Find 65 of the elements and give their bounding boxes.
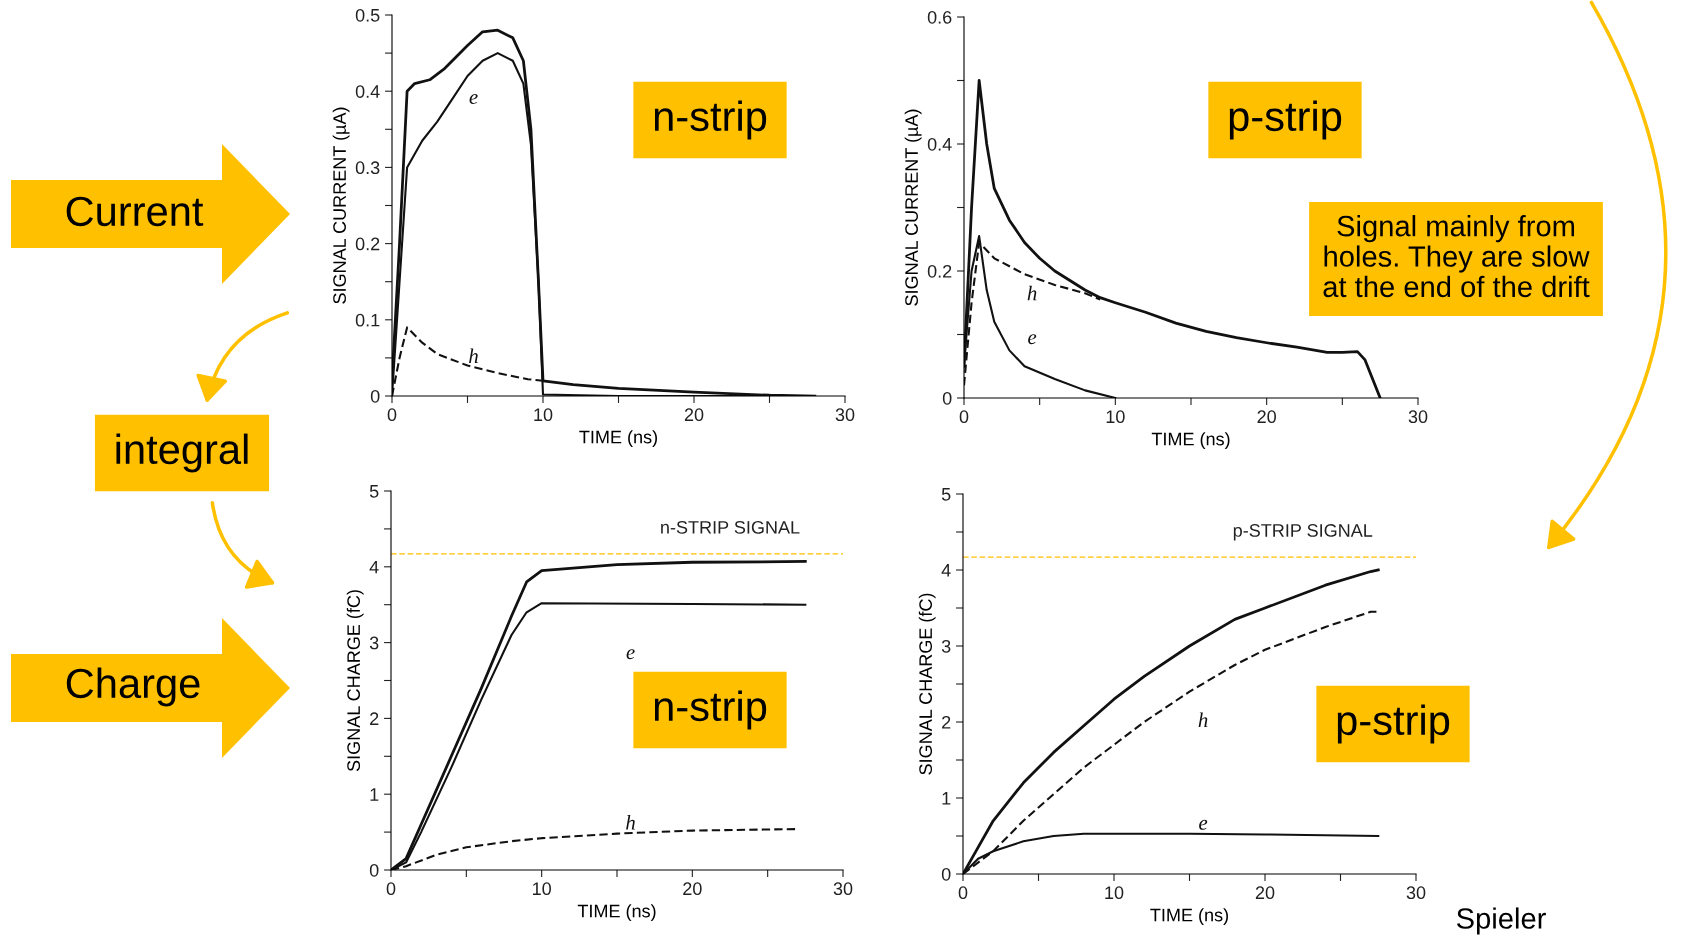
y-tick-label: 1 bbox=[370, 788, 379, 801]
x-tick-label: 0 bbox=[386, 882, 396, 896]
text: p-STRIP SIGNAL bbox=[1233, 524, 1373, 541]
series-label: e bbox=[1199, 819, 1208, 830]
y-tick-label: 0.1 bbox=[355, 313, 380, 327]
y-tick-label: 4 bbox=[941, 564, 951, 577]
x-tick-label: 30 bbox=[833, 882, 853, 896]
series-label: e bbox=[469, 94, 478, 105]
x-tick-label: 10 bbox=[1106, 410, 1125, 424]
x-tick-label: 20 bbox=[1255, 886, 1275, 900]
text: integral bbox=[116, 433, 248, 473]
y-tick-label: 5 bbox=[941, 488, 951, 501]
x-tick-label: 10 bbox=[1105, 886, 1124, 900]
x-axis-title: TIME (ns) bbox=[577, 904, 656, 922]
y-tick-label: 3 bbox=[369, 636, 379, 650]
y-tick-label: 4 bbox=[369, 560, 379, 574]
x-tick-label: 20 bbox=[1257, 410, 1276, 424]
x-tick-label: 0 bbox=[958, 886, 968, 900]
annotation: n-strip bbox=[654, 690, 767, 730]
text: n-STRIP SIGNAL bbox=[661, 520, 800, 534]
y-tick-label: 1 bbox=[942, 792, 951, 805]
y-tick-label: 2 bbox=[942, 715, 951, 729]
x-tick-label: 20 bbox=[683, 882, 702, 896]
x-axis-title: TIME (ns) bbox=[1151, 432, 1230, 450]
x-tick-label: 0 bbox=[387, 408, 397, 422]
text: Current bbox=[66, 196, 204, 227]
annotation: p-strip bbox=[1229, 100, 1342, 140]
y-axis-title: SIGNAL CHARGE (fC) bbox=[918, 593, 936, 775]
x-tick-label: 10 bbox=[534, 408, 553, 422]
series-label: h bbox=[469, 348, 478, 363]
y-tick-label: 0.3 bbox=[355, 161, 380, 175]
y-tick-label: 0.4 bbox=[927, 137, 952, 151]
series-label: h bbox=[1027, 285, 1037, 301]
y-tick-label: 0.2 bbox=[355, 237, 380, 251]
x-tick-label: 30 bbox=[835, 408, 855, 422]
y-tick-label: 0.4 bbox=[355, 85, 380, 98]
x-tick-label: 30 bbox=[1406, 886, 1426, 900]
y-tick-label: 2 bbox=[370, 712, 379, 725]
y-tick-label: 3 bbox=[941, 639, 951, 653]
annotation: Signal mainly from holes. They are slow at the end of the drift bbox=[1323, 215, 1590, 298]
y-tick-label: 0 bbox=[369, 863, 379, 877]
annotation: p-strip bbox=[1337, 704, 1450, 744]
y-tick-label: 0.2 bbox=[927, 264, 952, 278]
x-tick-label: 20 bbox=[684, 408, 704, 422]
y-axis-title: SIGNAL CHARGE (fC) bbox=[346, 590, 364, 772]
series-label: h bbox=[626, 815, 635, 830]
x-tick-label: 30 bbox=[1408, 410, 1428, 424]
y-tick-label: 0.5 bbox=[355, 8, 380, 22]
y-tick-label: 5 bbox=[369, 485, 379, 498]
text: Spieler bbox=[1456, 907, 1546, 935]
x-tick-label: 10 bbox=[533, 882, 551, 896]
text: Charge bbox=[66, 667, 200, 707]
x-tick-label: 0 bbox=[959, 410, 969, 424]
y-axis-title: SIGNAL CURRENT (µA) bbox=[904, 109, 922, 306]
text: e bbox=[626, 649, 635, 660]
y-tick-label: 0.6 bbox=[927, 10, 952, 24]
x-axis-title: TIME (ns) bbox=[1150, 908, 1228, 926]
y-axis-title: SIGNAL CURRENT (µA) bbox=[332, 107, 350, 304]
y-tick-label: 0 bbox=[941, 867, 951, 881]
y-tick-label: 0 bbox=[370, 389, 380, 403]
series-label: h bbox=[1198, 712, 1208, 728]
annotation: n-strip bbox=[654, 100, 767, 140]
series-label: e bbox=[1028, 334, 1037, 345]
y-tick-label: 0 bbox=[942, 391, 952, 405]
x-axis-title: TIME (ns) bbox=[579, 430, 657, 448]
